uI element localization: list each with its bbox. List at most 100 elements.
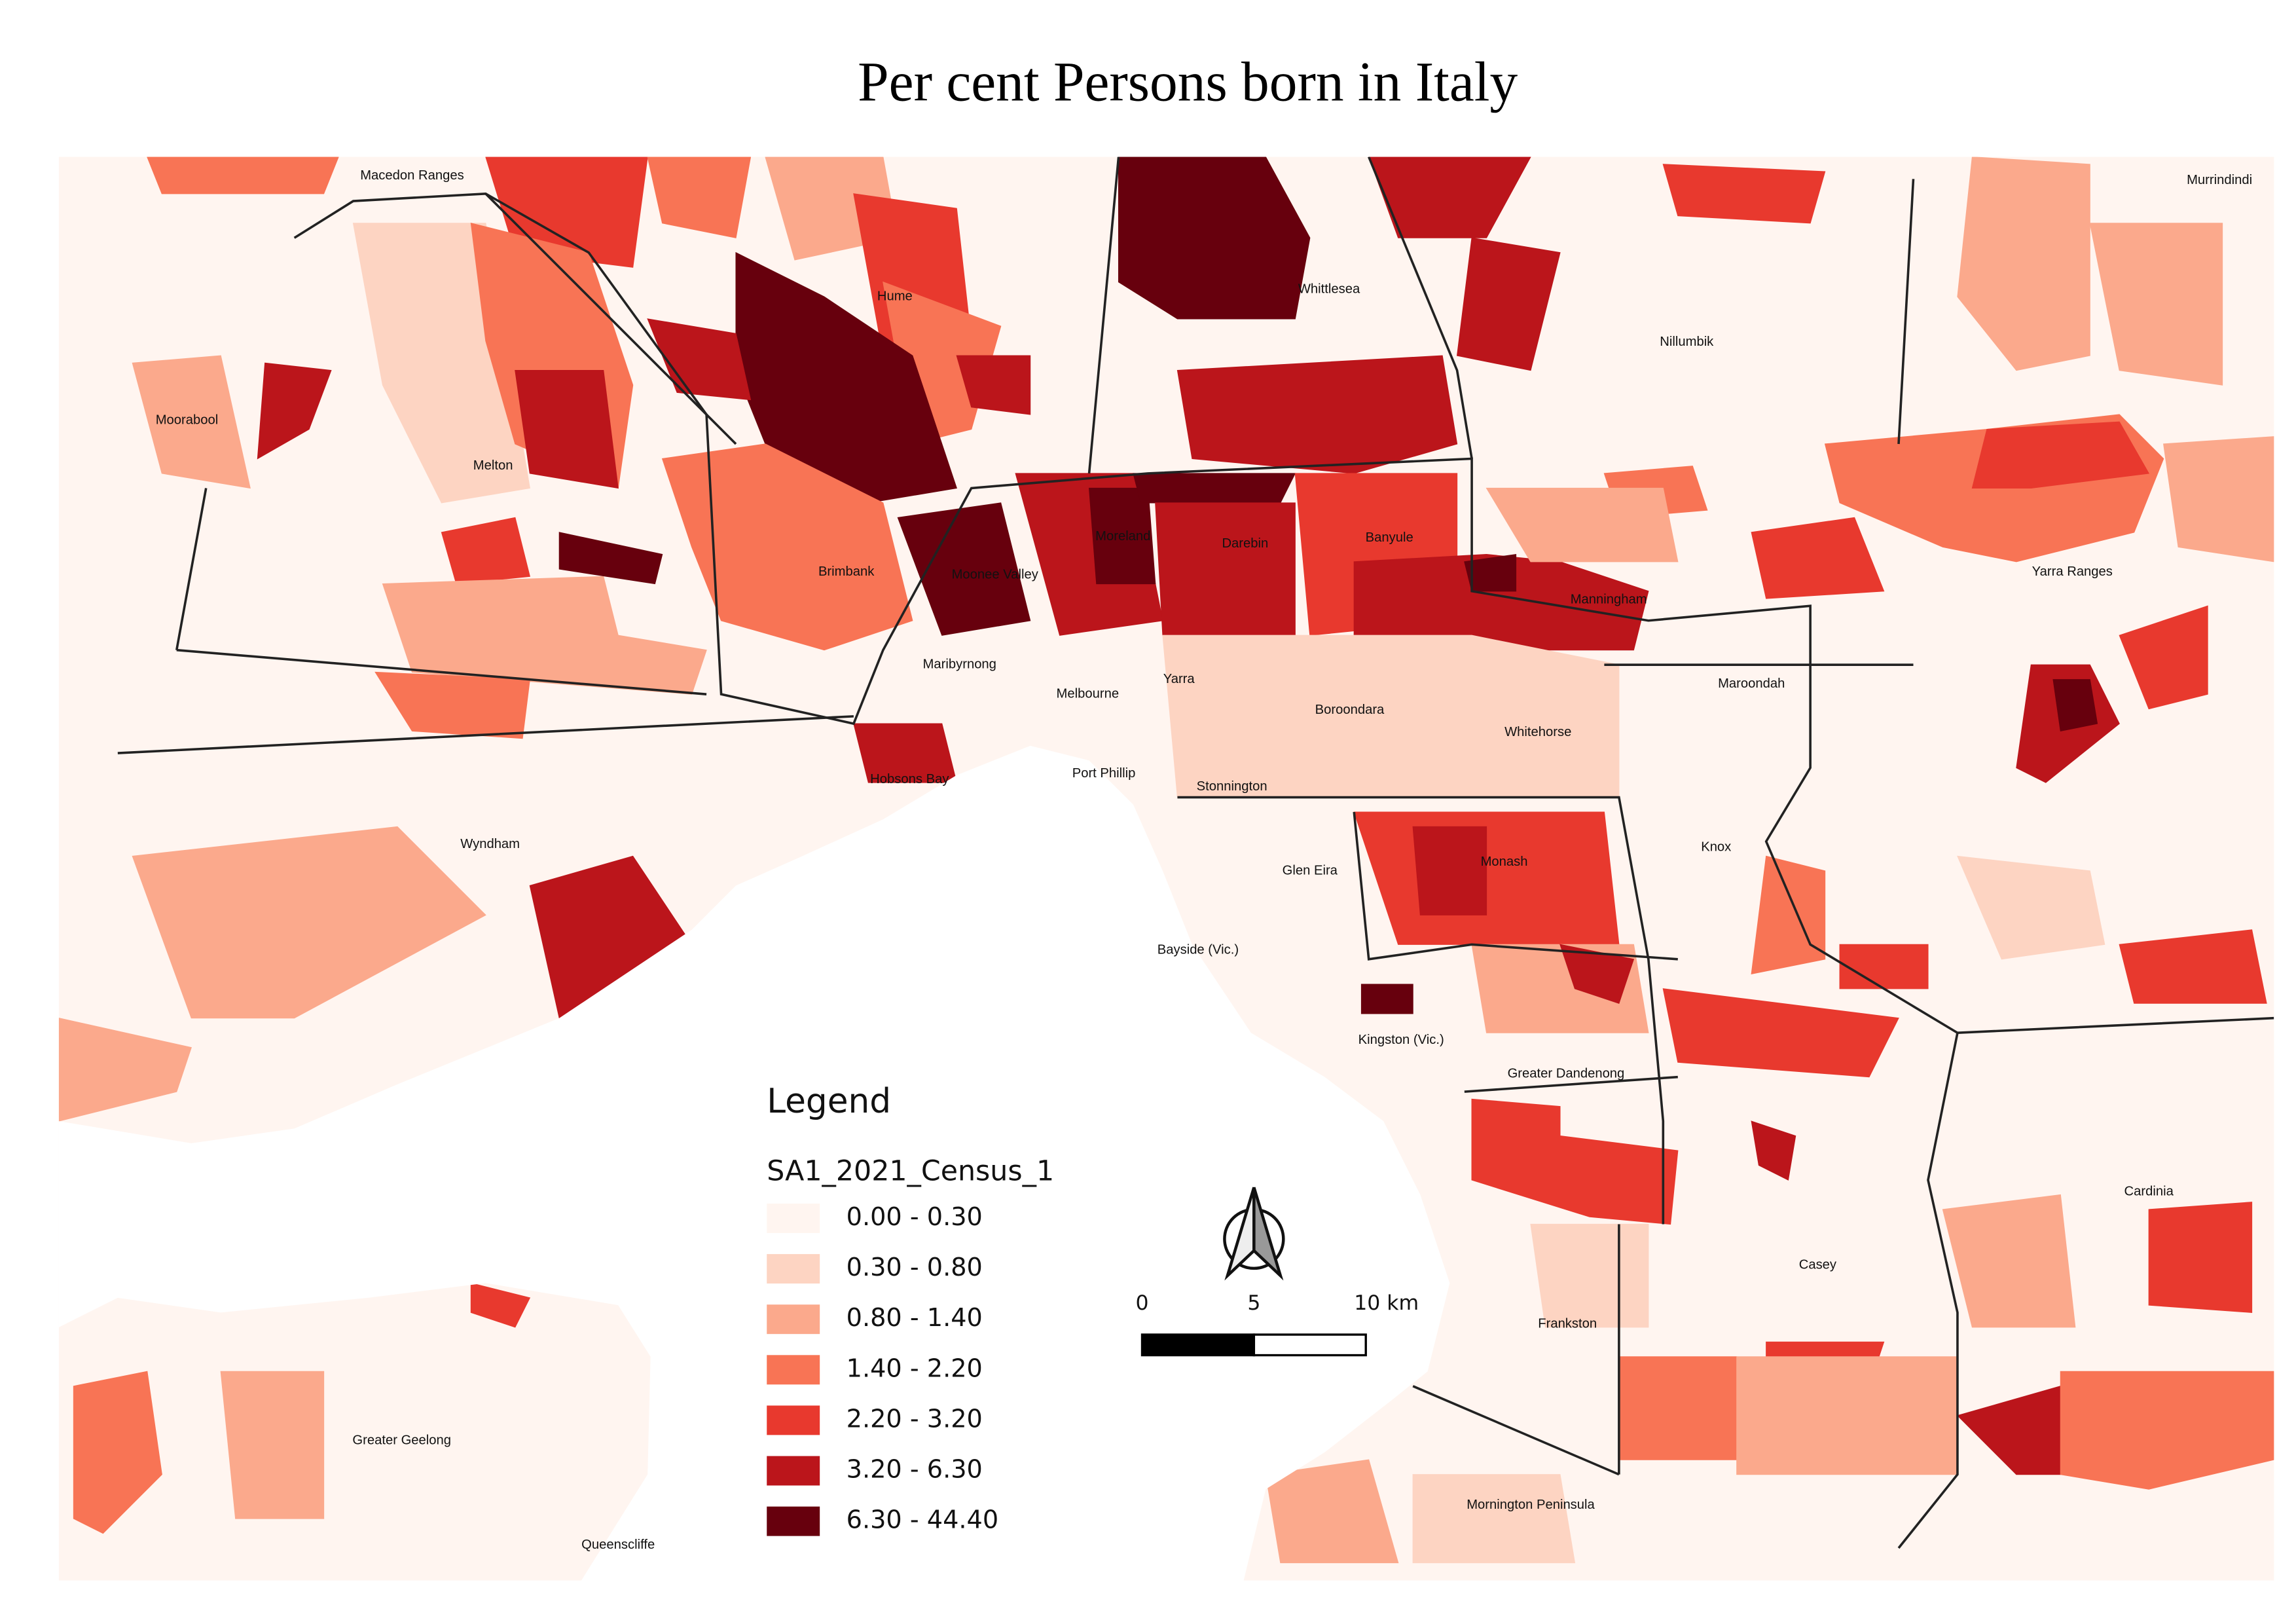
region (1736, 1356, 1958, 1475)
region (1088, 487, 1156, 585)
legend-label: 3.20 - 6.30 (847, 1456, 983, 1485)
region (1471, 1098, 1679, 1225)
region (897, 502, 1031, 636)
place-label: Port Phillip (1072, 766, 1136, 781)
region (1118, 157, 1311, 320)
region (1133, 473, 1296, 504)
region (1412, 1474, 1576, 1564)
place-label: Darebin (1222, 536, 1268, 551)
place-label: Mornington Peninsula (1467, 1498, 1595, 1512)
legend-label: 6.30 - 44.40 (847, 1506, 999, 1535)
region (2148, 1202, 2253, 1313)
boundary (117, 157, 2274, 1476)
place-label: Cardinia (2124, 1184, 2174, 1198)
place-label: Glen Eira (1283, 863, 1338, 877)
scale-label: 10 km (1354, 1291, 1419, 1315)
region (1942, 1194, 2076, 1328)
boundary (293, 192, 1959, 1549)
place-label: Hobsons Bay (870, 772, 949, 786)
region (470, 1282, 531, 1328)
region (2119, 605, 2208, 710)
region (1530, 1223, 1649, 1328)
region (2052, 679, 2098, 732)
place-label: Macedon Ranges (360, 168, 464, 183)
place-label: Nillumbik (1660, 335, 1714, 349)
place-label: Yarra (1163, 672, 1195, 686)
place-label: Whitehorse (1504, 725, 1571, 739)
place-label: Maroondah (1718, 676, 1785, 691)
legend-swatch (767, 1254, 820, 1284)
region (1971, 421, 2150, 489)
region (1412, 826, 1487, 915)
region (1751, 517, 1885, 599)
legend-label: 0.30 - 0.80 (847, 1253, 983, 1282)
region (1751, 855, 1826, 974)
region (1464, 553, 1517, 592)
place-label: Hume (877, 289, 913, 304)
region (374, 671, 530, 739)
place-label: Moonee Valley (952, 567, 1039, 581)
region (647, 318, 752, 401)
legend: Legend SA1_2021_Census_1 0.00 - 0.30 0.30… (767, 1082, 1054, 1536)
region (58, 1018, 192, 1122)
place-label: Banyule (1366, 530, 1413, 545)
place-label: Yarra Ranges (2032, 564, 2113, 579)
water (58, 745, 1450, 1581)
region (2119, 929, 2267, 1004)
place-label: Greater Geelong (352, 1433, 451, 1447)
legend-swatch (767, 1304, 820, 1335)
place-label: Monash (1481, 855, 1528, 869)
place-label: Murrindindi (2187, 173, 2252, 187)
legend-label: 0.80 - 1.40 (847, 1304, 983, 1333)
region (382, 576, 707, 695)
place-label: Casey (1799, 1258, 1837, 1272)
region (1957, 157, 2090, 371)
scale-label: 0 (1135, 1291, 1148, 1315)
place-label: Melbourne (1057, 686, 1120, 701)
region (647, 157, 752, 238)
legend-label: 1.40 - 2.20 (847, 1354, 983, 1383)
region (2060, 1371, 2274, 1490)
region (220, 1371, 325, 1519)
map-title: Per cent Persons born in Italy (858, 52, 1518, 113)
place-label: Whittlesea (1298, 282, 1360, 296)
scale-bar: 0 5 10 km (1135, 1291, 1419, 1357)
region (956, 355, 1031, 415)
region (1368, 157, 1531, 238)
region (1839, 944, 1929, 989)
region (1662, 164, 1826, 224)
place-label: Knox (1701, 840, 1731, 854)
region (661, 443, 913, 651)
region (1662, 988, 1899, 1078)
place-label: Stonnington (1197, 779, 1267, 794)
map-frame (58, 157, 2274, 1581)
region (1360, 984, 1413, 1014)
region (2163, 436, 2274, 563)
place-label: Bayside (Vic.) (1157, 943, 1239, 957)
region (132, 355, 251, 489)
region (73, 1371, 162, 1534)
legend-swatch (767, 1405, 820, 1435)
place-label: Wyndham (460, 837, 520, 851)
place-label: Queenscliffe (581, 1538, 655, 1552)
legend-swatch (767, 1456, 820, 1486)
region (1618, 1356, 1738, 1460)
legend-swatch (767, 1203, 820, 1233)
legend-swatch (767, 1506, 820, 1536)
legend-layer: SA1_2021_Census_1 (767, 1154, 1054, 1187)
region (1176, 355, 1458, 474)
region (1162, 635, 1620, 798)
region (1485, 487, 1679, 563)
place-label: Boroondara (1315, 703, 1385, 717)
scale-label: 5 (1247, 1291, 1260, 1315)
region (257, 362, 332, 460)
legend-label: 0.00 - 0.30 (847, 1203, 983, 1232)
place-label: Melton (473, 458, 513, 473)
region (441, 517, 531, 585)
region (1155, 502, 1296, 636)
place-label: Kingston (Vic.) (1358, 1033, 1444, 1047)
region (1751, 1120, 1796, 1181)
place-label: Frankston (1538, 1317, 1597, 1331)
region (132, 826, 486, 1019)
